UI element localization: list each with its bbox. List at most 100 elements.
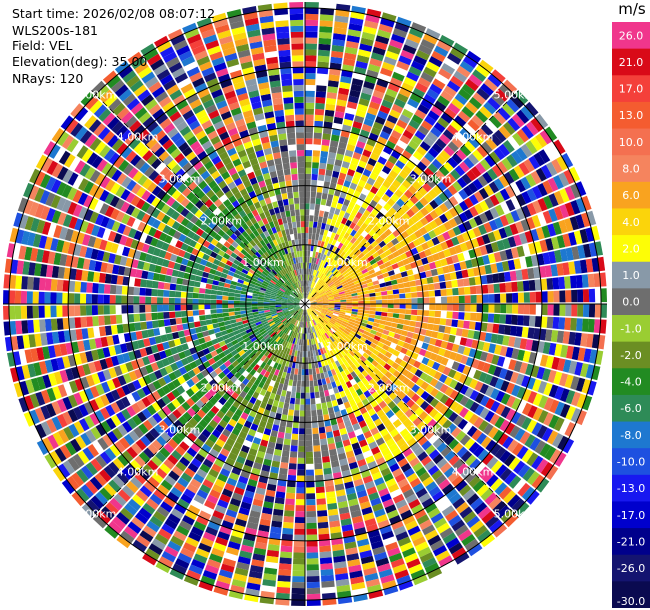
velocity-gate (582, 289, 590, 303)
velocity-gate (529, 437, 541, 451)
velocity-gate (219, 525, 232, 535)
velocity-gate (289, 295, 295, 299)
velocity-gate (291, 311, 297, 316)
velocity-gate (576, 393, 587, 409)
velocity-gate (313, 325, 317, 332)
velocity-gate (111, 169, 123, 182)
velocity-gate (387, 299, 394, 304)
velocity-gate (551, 356, 560, 370)
velocity-gate (287, 300, 294, 303)
velocity-gate (400, 462, 412, 473)
velocity-gate (505, 248, 514, 260)
velocity-gate (451, 254, 460, 264)
velocity-gate (67, 457, 80, 472)
velocity-gate (218, 351, 226, 359)
velocity-gate (295, 362, 299, 369)
velocity-gate (305, 102, 315, 109)
velocity-gate (281, 346, 286, 353)
velocity-gate (364, 359, 371, 367)
velocity-gate (245, 349, 253, 356)
velocity-gate (245, 298, 252, 302)
velocity-gate (314, 325, 319, 331)
velocity-gate (329, 284, 336, 289)
velocity-gate (311, 362, 316, 369)
velocity-gate (550, 264, 559, 277)
velocity-gate (451, 427, 462, 438)
velocity-gate (308, 368, 313, 375)
velocity-gate (156, 200, 166, 211)
velocity-gate (276, 586, 291, 594)
velocity-gate (161, 203, 171, 214)
velocity-gate (62, 356, 71, 369)
velocity-gate (317, 258, 322, 266)
velocity-gate (56, 181, 67, 196)
velocity-gate (396, 119, 408, 129)
velocity-gate (306, 274, 308, 281)
velocity-gate (450, 119, 463, 132)
velocity-gate (374, 40, 388, 51)
velocity-gate (528, 279, 536, 291)
velocity-gate (311, 410, 317, 417)
velocity-gate (473, 215, 483, 226)
velocity-gate (446, 288, 453, 296)
velocity-gate (246, 309, 253, 314)
velocity-gate (417, 125, 430, 136)
velocity-gate (434, 391, 445, 401)
velocity-gate (454, 244, 463, 254)
velocity-gate (186, 298, 193, 304)
velocity-gate (138, 507, 152, 520)
velocity-gate (273, 381, 280, 389)
velocity-gate (16, 335, 25, 350)
velocity-gate (454, 382, 464, 392)
velocity-gate (70, 122, 83, 137)
velocity-gate (372, 503, 384, 512)
velocity-gate (26, 291, 33, 304)
velocity-gate (110, 243, 119, 254)
velocity-gate (151, 280, 159, 289)
velocity-gate (424, 223, 433, 233)
velocity-gate (212, 484, 224, 494)
velocity-gate (445, 256, 454, 265)
velocity-gate (233, 259, 241, 266)
velocity-gate (381, 193, 390, 203)
velocity-gate (269, 435, 277, 443)
velocity-gate (547, 177, 559, 192)
velocity-gate (339, 427, 348, 436)
velocity-gate (484, 197, 495, 209)
velocity-gate (422, 524, 436, 536)
velocity-gate (344, 345, 352, 353)
velocity-gate (255, 350, 262, 357)
velocity-gate (451, 547, 467, 560)
velocity-gate (339, 309, 346, 313)
velocity-gate (264, 293, 271, 297)
velocity-gate (497, 433, 509, 446)
velocity-gate (476, 128, 489, 141)
velocity-gate (222, 304, 229, 309)
velocity-gate (387, 400, 397, 410)
velocity-gate (309, 268, 313, 275)
velocity-gate (311, 313, 315, 320)
velocity-gate (585, 258, 594, 273)
velocity-gate (79, 352, 88, 364)
velocity-gate (506, 304, 513, 314)
velocity-gate (99, 203, 110, 215)
velocity-gate (535, 227, 545, 240)
velocity-gate (345, 380, 353, 389)
velocity-gate (286, 335, 291, 342)
velocity-gate (557, 435, 569, 451)
velocity-gate (322, 254, 327, 261)
velocity-gate (547, 223, 557, 237)
velocity-gate (399, 442, 410, 453)
velocity-gate (340, 166, 349, 175)
velocity-gate (449, 389, 459, 400)
velocity-gate (260, 361, 267, 369)
velocity-gate (318, 539, 331, 547)
velocity-gate (325, 103, 336, 111)
velocity-gate (423, 136, 435, 147)
velocity-gate (210, 251, 218, 259)
velocity-gate (349, 341, 356, 348)
velocity-gate (321, 308, 328, 312)
velocity-gate (478, 371, 488, 383)
velocity-gate (160, 501, 173, 513)
velocity-gate (220, 330, 228, 336)
